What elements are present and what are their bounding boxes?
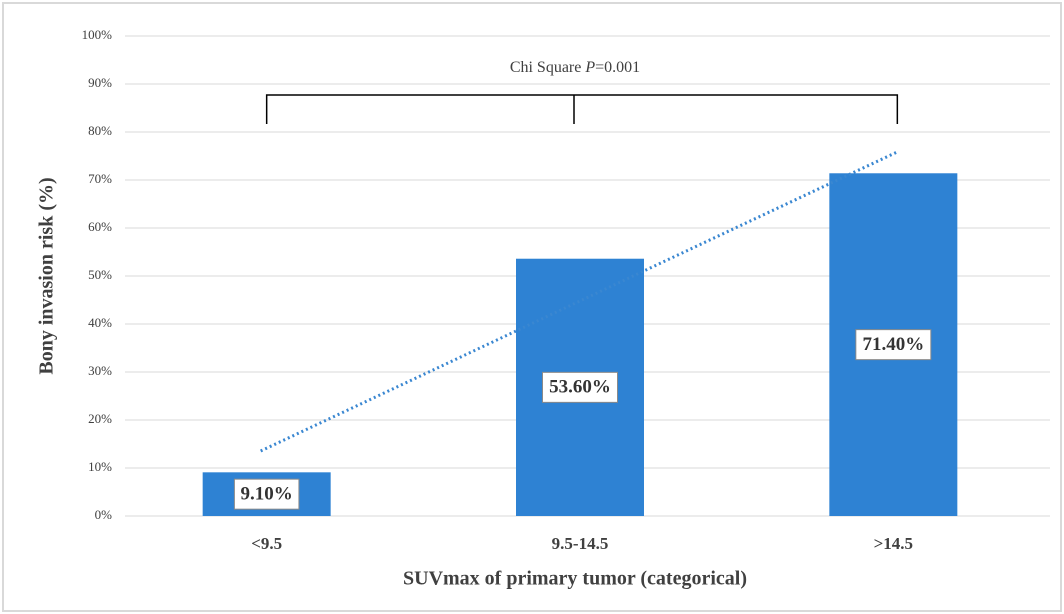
x-tick-label: <9.5 <box>251 534 282 553</box>
trendline <box>260 150 898 453</box>
value-label-box <box>542 371 618 403</box>
annotation-text: Chi Square <box>510 59 586 76</box>
y-axis-title: Bony invasion risk (%) <box>36 177 58 374</box>
value-label-box <box>233 478 300 510</box>
y-tick-label: 90% <box>88 75 112 90</box>
y-tick-label: 80% <box>88 123 112 138</box>
value-label: 53.60% <box>549 377 611 398</box>
significance-bracket <box>265 94 899 124</box>
value-label: 9.10% <box>241 484 293 505</box>
y-tick-label: 50% <box>88 267 112 282</box>
annotation: Chi Square P=0.001 <box>510 59 640 76</box>
x-tick-label: >14.5 <box>874 534 913 553</box>
y-tick-label: 70% <box>88 171 112 186</box>
y-tick-label: 40% <box>88 315 112 330</box>
x-tick-label: 9.5-14.5 <box>552 534 609 553</box>
y-tick-label: 100% <box>82 27 113 42</box>
x-axis-title: SUVmax of primary tumor (categorical) <box>403 568 747 590</box>
y-tick-label: 10% <box>88 459 112 474</box>
y-tick-label: 20% <box>88 411 112 426</box>
annotation-text: P <box>584 59 595 76</box>
value-label-box <box>855 329 932 361</box>
value-label: 71.40% <box>862 334 924 355</box>
y-tick-label: 0% <box>95 507 113 522</box>
annotation-text: =0.001 <box>595 59 640 76</box>
y-tick-label: 60% <box>88 219 112 234</box>
y-tick-label: 30% <box>88 363 112 378</box>
